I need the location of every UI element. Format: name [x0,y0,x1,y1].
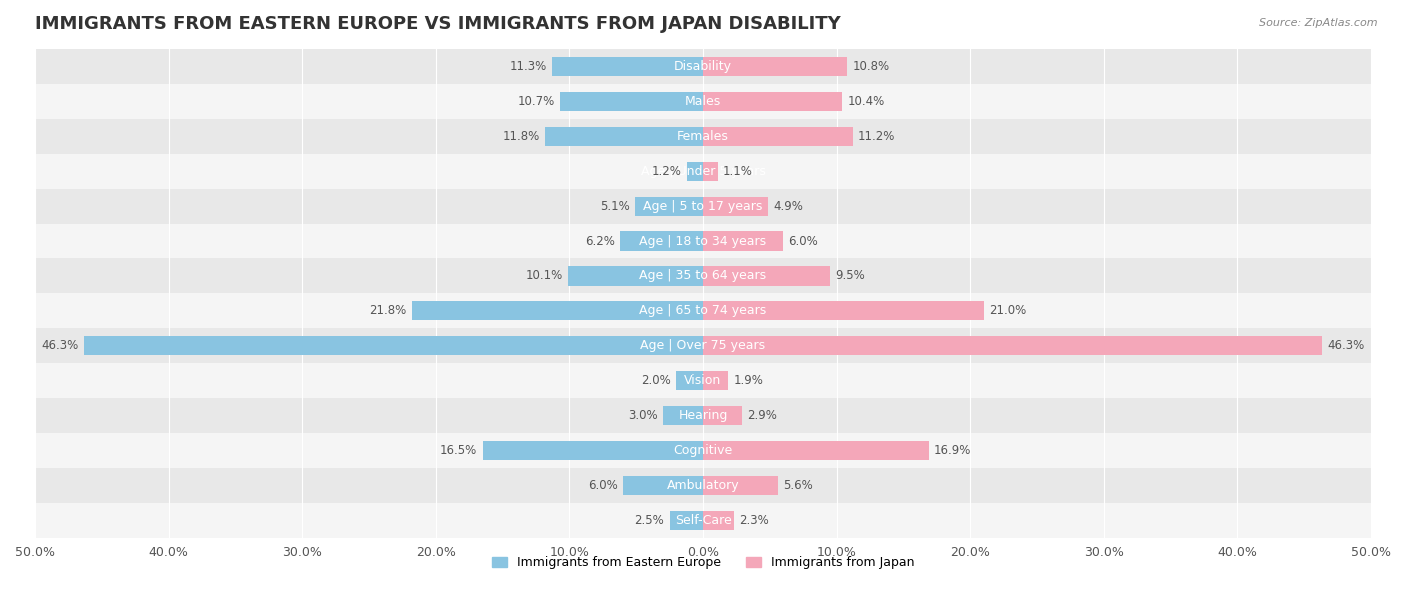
Bar [703,162,717,181]
Bar [35,49,1371,84]
Text: 21.0%: 21.0% [988,304,1026,317]
Bar [669,510,703,530]
Text: 11.8%: 11.8% [503,130,540,143]
Bar [703,301,984,321]
Text: 10.4%: 10.4% [848,95,884,108]
Bar [35,154,1371,188]
Bar [84,336,703,356]
Text: 5.1%: 5.1% [600,200,630,212]
Bar [35,433,1371,468]
Bar [35,328,1371,363]
Bar [688,162,703,181]
Bar [35,398,1371,433]
Bar [412,301,703,321]
Bar [703,476,778,495]
Text: Age | 5 to 17 years: Age | 5 to 17 years [644,200,762,212]
Text: 21.8%: 21.8% [370,304,406,317]
Bar [703,231,783,251]
Text: 6.0%: 6.0% [588,479,617,492]
Bar [35,119,1371,154]
Text: 4.9%: 4.9% [773,200,804,212]
Bar [703,406,742,425]
Text: Males: Males [685,95,721,108]
Bar [35,223,1371,258]
Bar [568,266,703,286]
Text: Age | Over 75 years: Age | Over 75 years [641,339,765,352]
Text: 2.0%: 2.0% [641,374,671,387]
Bar [676,371,703,390]
Text: Ambulatory: Ambulatory [666,479,740,492]
Bar [703,336,1322,356]
Text: 9.5%: 9.5% [835,269,865,282]
Bar [35,84,1371,119]
Text: IMMIGRANTS FROM EASTERN EUROPE VS IMMIGRANTS FROM JAPAN DISABILITY: IMMIGRANTS FROM EASTERN EUROPE VS IMMIGR… [35,15,841,33]
Bar [482,441,703,460]
Bar [35,468,1371,502]
Text: Vision: Vision [685,374,721,387]
Text: 10.8%: 10.8% [852,60,890,73]
Text: Females: Females [678,130,728,143]
Text: 10.1%: 10.1% [526,269,562,282]
Bar [546,127,703,146]
Bar [703,127,852,146]
Bar [553,57,703,76]
Bar [35,293,1371,328]
Bar [35,363,1371,398]
Text: 2.5%: 2.5% [634,513,664,527]
Text: Self-Care: Self-Care [675,513,731,527]
Text: 46.3%: 46.3% [1327,339,1364,352]
Text: Age | 65 to 74 years: Age | 65 to 74 years [640,304,766,317]
Text: Age | 18 to 34 years: Age | 18 to 34 years [640,234,766,247]
Text: Hearing: Hearing [678,409,728,422]
Text: 1.1%: 1.1% [723,165,754,177]
Text: 5.6%: 5.6% [783,479,813,492]
Text: 16.5%: 16.5% [440,444,477,457]
Text: 1.9%: 1.9% [734,374,763,387]
Text: 16.9%: 16.9% [934,444,972,457]
Text: 2.3%: 2.3% [740,513,769,527]
Text: 1.2%: 1.2% [652,165,682,177]
Text: 2.9%: 2.9% [747,409,778,422]
Text: 46.3%: 46.3% [42,339,79,352]
Text: Cognitive: Cognitive [673,444,733,457]
Bar [623,476,703,495]
Bar [636,196,703,216]
Bar [35,502,1371,537]
Text: Age | Under 5 years: Age | Under 5 years [641,165,765,177]
Text: 6.0%: 6.0% [789,234,818,247]
Text: 6.2%: 6.2% [585,234,614,247]
Bar [703,266,830,286]
Bar [703,510,734,530]
Bar [662,406,703,425]
Bar [703,196,769,216]
Bar [35,258,1371,293]
Bar [560,92,703,111]
Text: 11.2%: 11.2% [858,130,896,143]
Text: Source: ZipAtlas.com: Source: ZipAtlas.com [1260,18,1378,28]
Text: 11.3%: 11.3% [509,60,547,73]
Bar [35,188,1371,223]
Bar [703,57,848,76]
Text: Age | 35 to 64 years: Age | 35 to 64 years [640,269,766,282]
Bar [620,231,703,251]
Legend: Immigrants from Eastern Europe, Immigrants from Japan: Immigrants from Eastern Europe, Immigran… [486,551,920,575]
Bar [703,371,728,390]
Bar [703,92,842,111]
Text: 3.0%: 3.0% [628,409,658,422]
Text: Disability: Disability [673,60,733,73]
Text: 10.7%: 10.7% [517,95,555,108]
Bar [703,441,929,460]
